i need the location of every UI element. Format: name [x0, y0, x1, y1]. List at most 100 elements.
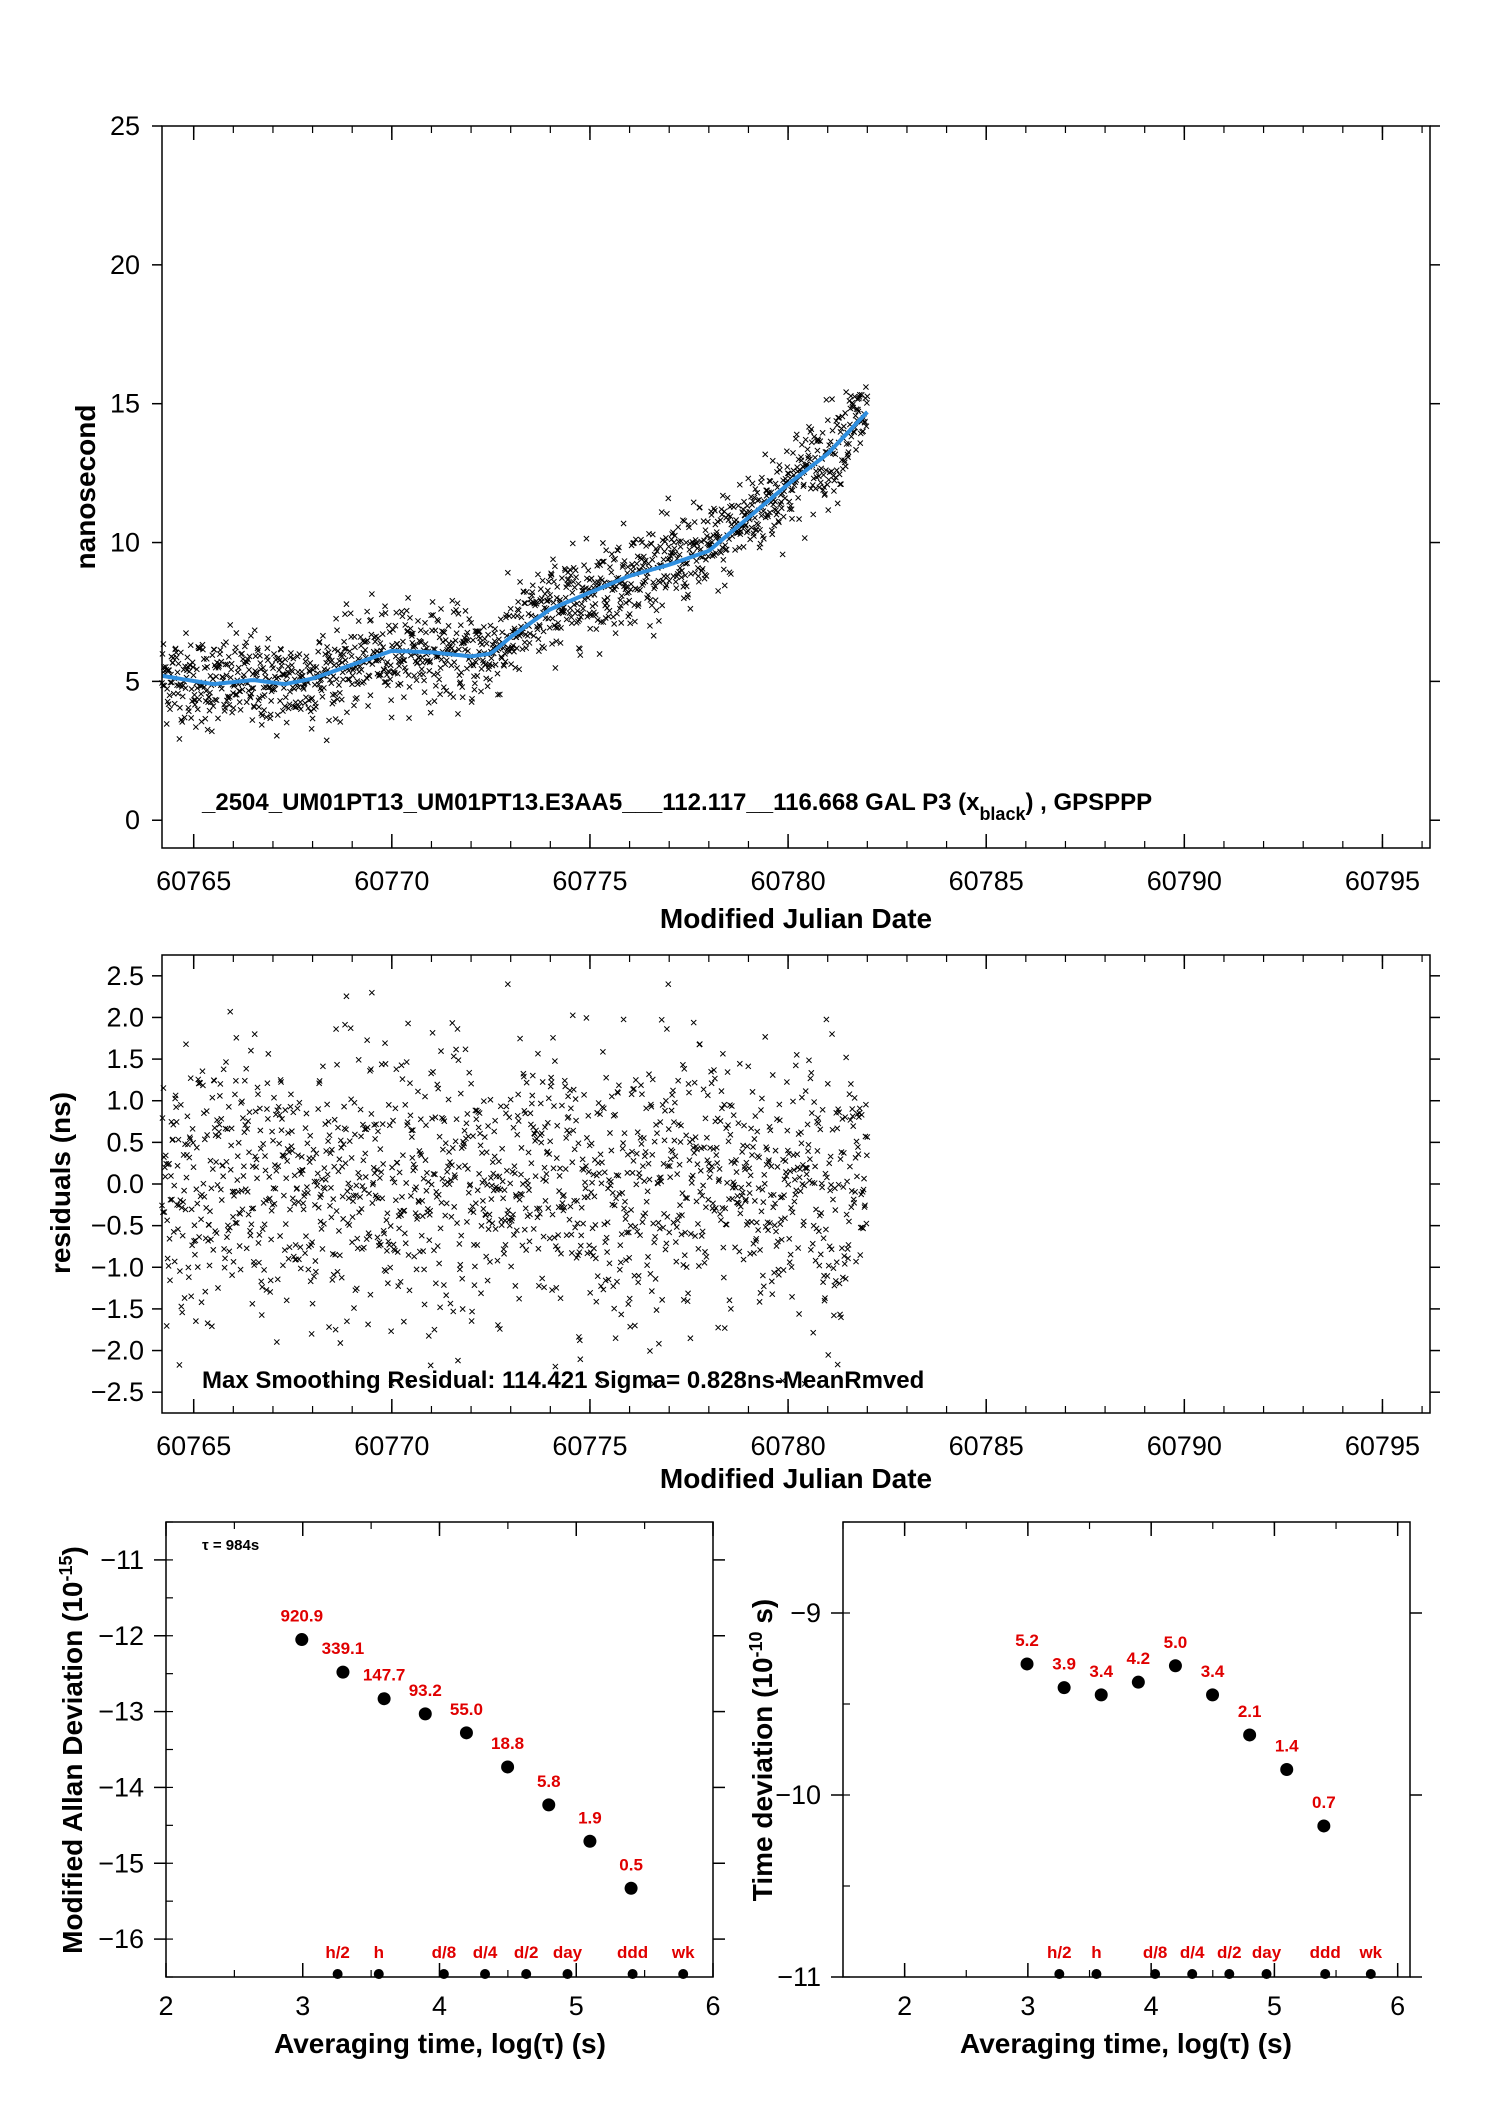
residual-data-point: [806, 1057, 812, 1064]
phase-data-point: [373, 657, 380, 664]
residual-data-point: [591, 1193, 598, 1200]
residual-data-point: [209, 1094, 216, 1101]
phase-data-point: [687, 605, 694, 612]
residual-data-point: [723, 1125, 730, 1132]
residual-data-point: [377, 1241, 384, 1248]
residual-data-point: [602, 1239, 609, 1246]
phase-data-point: [630, 539, 637, 546]
phase-data-point: [758, 474, 765, 481]
residual-data-point: [554, 1246, 561, 1253]
residual-data-point: [472, 1200, 479, 1207]
phase-data-point: [334, 627, 340, 634]
residual-data-point: [261, 1221, 268, 1228]
phase-data-point: [592, 611, 599, 618]
residual-data-point: [756, 1298, 763, 1305]
residual-data-point: [310, 1155, 316, 1162]
residual-data-point: [723, 1221, 730, 1228]
residual-data-point: [860, 1186, 867, 1193]
phase-data-point: [250, 685, 257, 692]
residual-data-point: [526, 1187, 532, 1194]
residual-data-point: [727, 1305, 734, 1312]
residual-data-point: [311, 1273, 317, 1280]
residual-data-point: [327, 1184, 334, 1191]
y-tick-label: −2.0: [91, 1336, 144, 1366]
residual-data-point: [568, 1250, 575, 1256]
residual-data-point: [237, 1266, 244, 1273]
y-tick-label: −10: [775, 1780, 821, 1810]
residual-data-point: [348, 1154, 355, 1161]
residual-data-point: [492, 1117, 499, 1124]
phase-data-point: [472, 659, 479, 666]
phase-data-point: [614, 610, 620, 617]
residual-data-point: [632, 1223, 639, 1230]
residual-data-point: [408, 1127, 415, 1134]
residual-data-point: [576, 1337, 583, 1344]
residual-data-point: [809, 1179, 816, 1186]
residual-data-point: [854, 1173, 860, 1180]
residual-data-point: [847, 1116, 854, 1123]
residual-data-point: [782, 1215, 788, 1222]
phase-data-point: [434, 670, 441, 677]
residual-data-point: [364, 1124, 371, 1131]
residual-data-point: [520, 1073, 527, 1080]
phase-data-point: [363, 675, 370, 681]
residual-data-point: [732, 1184, 739, 1191]
residual-data-point: [621, 1205, 628, 1212]
residual-data-point: [522, 1205, 529, 1212]
residual-data-point: [613, 1172, 620, 1179]
residual-data-point: [661, 1137, 668, 1144]
phase-data-point: [536, 622, 543, 628]
residual-data-point: [681, 1065, 688, 1072]
residual-data-point: [507, 1096, 514, 1103]
phase-data-point: [748, 524, 755, 531]
residual-data-point: [201, 1136, 208, 1143]
y-tick-label: 2.5: [106, 961, 144, 991]
residual-data-point: [727, 1131, 734, 1138]
phase-data-point: [611, 620, 618, 627]
phase-data-point: [829, 396, 835, 403]
phase-data-point: [388, 714, 395, 721]
phase-data-point: [376, 671, 383, 678]
phase-data-point: [287, 688, 293, 695]
residual-data-point: [353, 1285, 360, 1292]
timescale-marker: [678, 1969, 689, 1979]
residual-data-point: [736, 1060, 743, 1067]
residual-data-point: [289, 1147, 296, 1154]
phase-data-point: [848, 433, 855, 440]
phase-data-point: [286, 701, 293, 708]
residual-data-point: [725, 1122, 732, 1129]
residual-data-point: [542, 1197, 549, 1204]
residual-data-point: [537, 1100, 544, 1107]
phase-data-point: [408, 630, 415, 637]
residual-data-point: [670, 1087, 676, 1094]
residual-data-point: [555, 1232, 562, 1239]
residual-data-point: [862, 1101, 869, 1108]
phase-data-point: [267, 711, 274, 718]
residual-data-point: [814, 1147, 821, 1154]
phase-data-point: [660, 578, 667, 584]
residual-data-point: [320, 1220, 327, 1227]
residual-data-point: [285, 1255, 292, 1262]
phase-data-point: [774, 468, 780, 475]
residual-data-point: [797, 1188, 804, 1195]
phase-data-point: [201, 683, 208, 690]
residual-data-point: [169, 1136, 176, 1143]
residual-data-point: [766, 1157, 772, 1164]
residual-data-point: [614, 1089, 621, 1096]
phase-data-point: [484, 683, 491, 690]
residual-data-point: [319, 1245, 326, 1252]
residual-data-point: [318, 1191, 324, 1198]
residual-data-point: [749, 1152, 755, 1158]
phase-data-point: [665, 543, 672, 550]
residual-data-point: [791, 1176, 798, 1183]
residual-data-point: [684, 1195, 691, 1202]
phase-data-point: [541, 604, 548, 611]
phase-data-point: [360, 649, 367, 656]
phase-data-point: [239, 686, 246, 693]
residual-data-point: [389, 1175, 396, 1182]
residual-data-point: [855, 1151, 862, 1158]
residual-data-point: [697, 1188, 704, 1195]
residual-data-point: [394, 1249, 401, 1255]
phase-data-point: [804, 446, 811, 453]
residual-data-point: [567, 1105, 574, 1112]
